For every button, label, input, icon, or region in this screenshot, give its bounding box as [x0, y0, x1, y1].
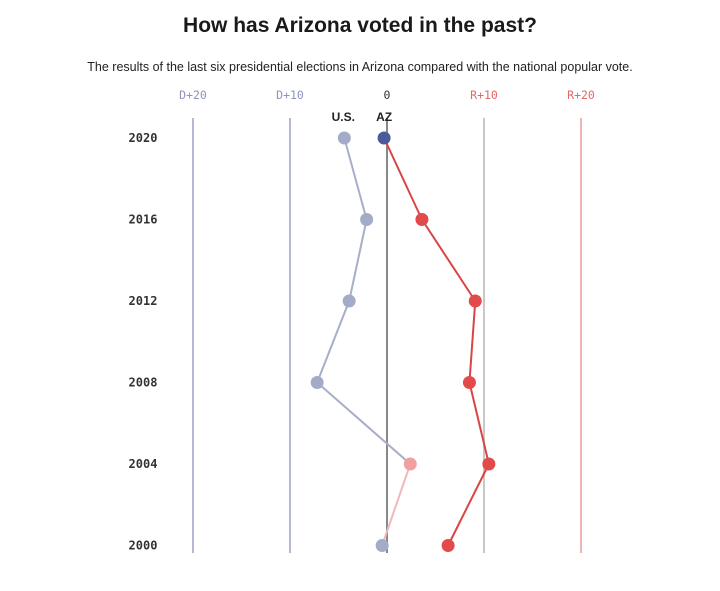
year-label: 2012 [129, 294, 158, 308]
year-label: 2008 [129, 376, 158, 390]
point-us-2008 [310, 376, 324, 389]
line-segment-az [468, 382, 490, 465]
x-tick-label: R+10 [470, 88, 498, 102]
year-label: 2016 [129, 213, 158, 227]
chart-subtitle: The results of the last six presidential… [87, 60, 633, 74]
point-us-2004 [403, 457, 417, 471]
point-us-2012 [342, 294, 356, 308]
line-segment-us [381, 463, 412, 546]
series-labels: U.S. AZ [332, 110, 392, 124]
line-segment-az [468, 300, 477, 383]
x-tick-label: 0 [384, 88, 391, 102]
line-segment-az [421, 218, 477, 302]
point-us-2000 [375, 539, 389, 552]
series-label-az: AZ [376, 110, 392, 124]
line-segment-az [447, 463, 490, 546]
point-az-2008 [462, 376, 476, 389]
point-az-2000 [441, 539, 455, 552]
line-segment-us [316, 381, 411, 465]
point-az-2016 [415, 213, 429, 226]
point-us-2020 [337, 131, 351, 145]
x-tick-labels: D+20 D+10 0 R+10 R+20 [179, 88, 595, 102]
x-tick-label: R+20 [567, 88, 595, 102]
series-label-us: U.S. [332, 110, 355, 124]
line-segment-az [383, 137, 423, 220]
series-lines [316, 137, 490, 546]
year-labels: 2020 2016 2012 2008 2004 2000 [129, 131, 158, 553]
line-segment-us [348, 219, 368, 302]
series-points [310, 131, 496, 552]
x-tick-label: D+10 [276, 88, 304, 102]
x-tick-label: D+20 [179, 88, 207, 102]
point-us-2016 [360, 213, 374, 226]
year-label: 2000 [129, 539, 158, 553]
line-segment-us [316, 300, 351, 383]
year-label: 2020 [129, 131, 158, 145]
point-az-2020 [377, 131, 391, 145]
line-segment-us [343, 137, 368, 220]
year-label: 2004 [129, 457, 158, 471]
point-az-2004 [482, 457, 496, 471]
chart-title: How has Arizona voted in the past? [183, 14, 537, 37]
gridlines [192, 118, 582, 553]
point-az-2012 [468, 294, 482, 308]
